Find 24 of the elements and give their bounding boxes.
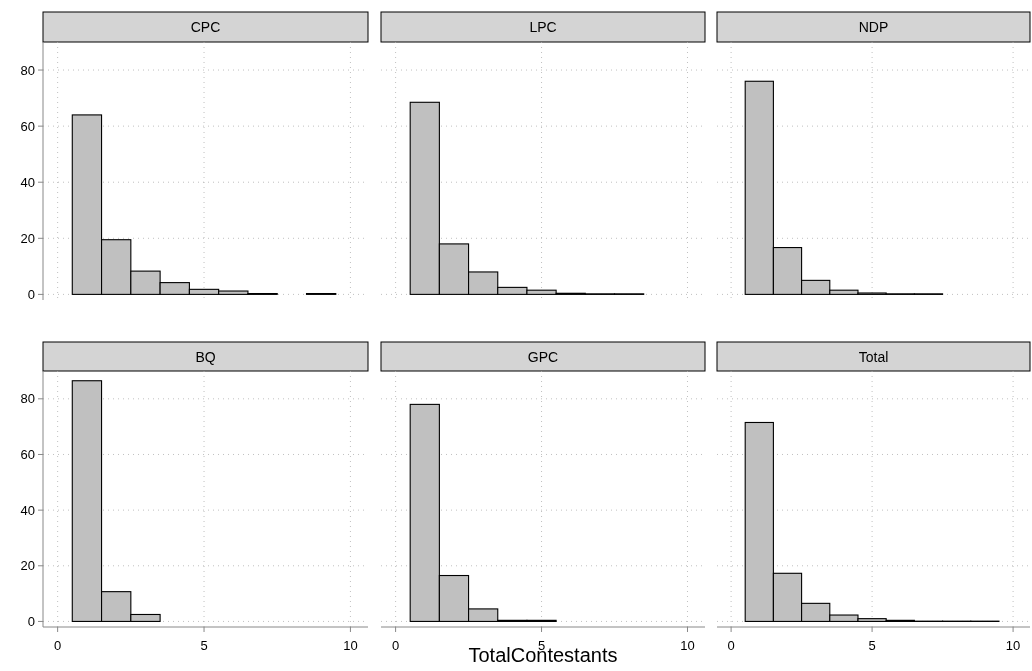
y-tick-label: 40	[20, 502, 35, 518]
x-tick-label: 5	[200, 638, 208, 653]
y-tick-label: 20	[20, 230, 35, 246]
chart-title: LPC	[529, 19, 557, 35]
chart-title: CPC	[190, 19, 221, 35]
x-tick-label: 10	[343, 638, 358, 653]
y-tick-label: 40	[20, 174, 35, 190]
y-tick-label: 80	[20, 391, 35, 407]
x-tick-label: 0	[391, 638, 400, 653]
y-tick-label: 80	[20, 62, 35, 78]
y-tick-label: 60	[20, 446, 35, 462]
chart-title: GPC	[527, 348, 559, 365]
y-tick-label: 0	[27, 286, 35, 302]
x-tick-label: 10	[680, 638, 695, 653]
x-tick-label: 0	[727, 638, 735, 653]
x-tick-label: 10	[1005, 638, 1021, 653]
y-tick-label: 0	[27, 613, 35, 629]
chart-title: BQ	[195, 348, 216, 365]
y-tick-label: 20	[20, 558, 35, 574]
y-tick-label: 60	[20, 118, 35, 134]
chart-title: NDP	[858, 19, 889, 35]
chart-title: Total	[858, 348, 889, 365]
x-tick-label: 5	[868, 638, 876, 653]
x-tick-label: 0	[54, 638, 62, 653]
